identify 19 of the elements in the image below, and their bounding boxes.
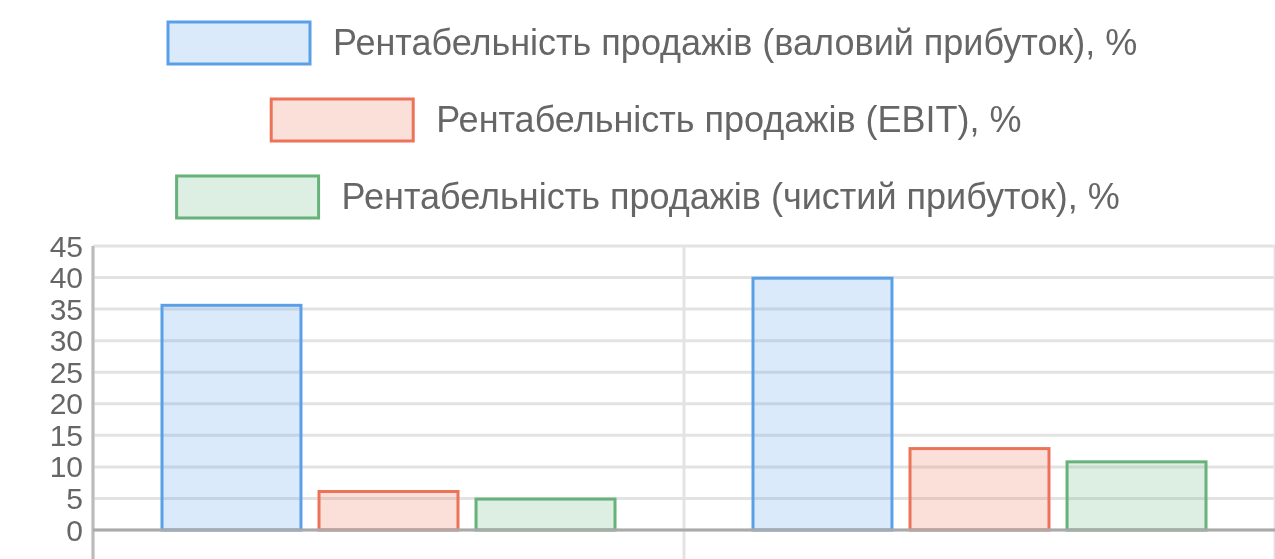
y-tick-label: 15 (49, 418, 83, 452)
y-tick-label: 5 (66, 481, 83, 515)
bar (317, 490, 460, 532)
legend-label: Рентабельність продажів (валовий прибуток), % (333, 21, 1138, 63)
y-tick-label: 35 (49, 292, 83, 326)
bar (751, 276, 894, 532)
bar (1065, 460, 1208, 532)
y-tick-label: 40 (49, 261, 83, 295)
bar (160, 303, 303, 532)
y-tick-label: 0 (66, 513, 83, 547)
y-tick-label: 20 (49, 387, 83, 421)
y-tick-label: 10 (49, 450, 83, 484)
legend-label: Рентабельність продажів (EBIT), % (436, 98, 1022, 140)
y-tick-label: 30 (49, 324, 83, 358)
bar (908, 447, 1051, 532)
y-tick-label: 25 (49, 355, 83, 389)
bar (474, 497, 617, 532)
y-tick-label: 45 (49, 229, 83, 263)
legend-label: Рентабельність продажів (чистий прибуток), % (341, 175, 1120, 217)
